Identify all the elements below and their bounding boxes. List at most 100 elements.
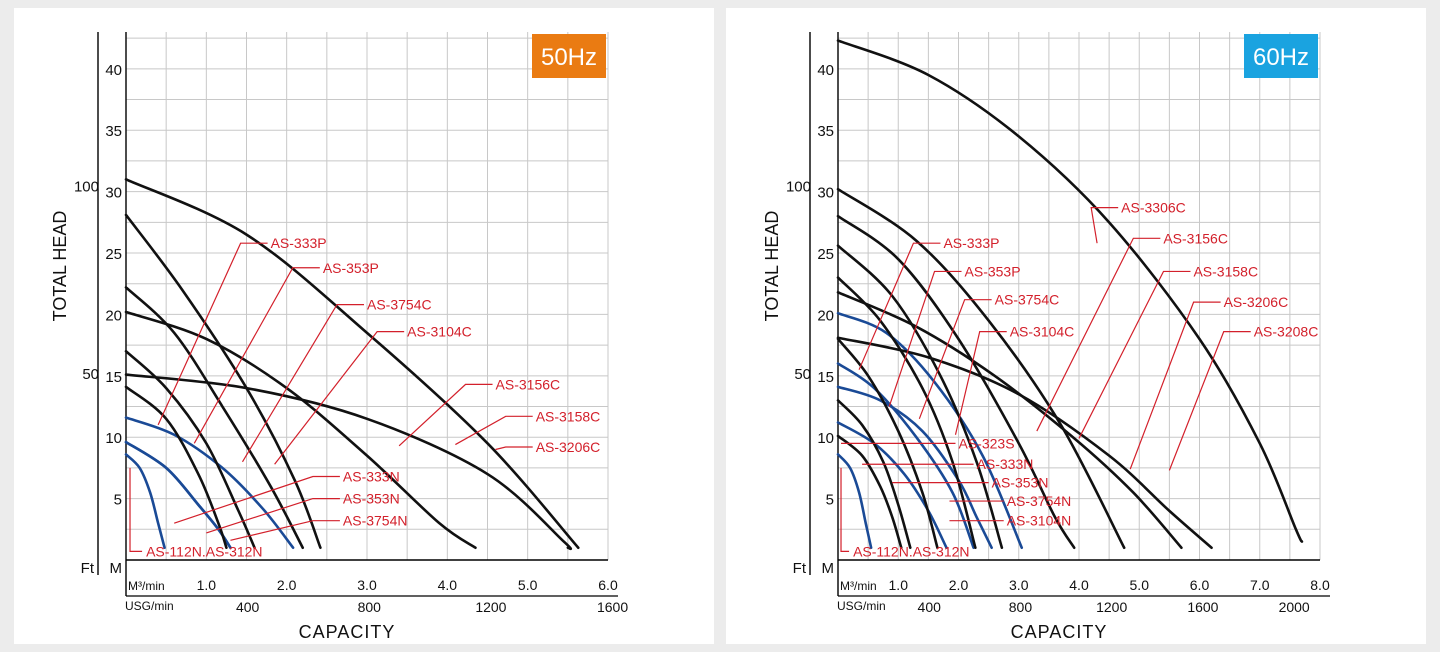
leader-line-as-3158c [1078,270,1191,439]
panel-60hz: 5 10 15 20 25 30 35 40 50 100 Ft M M³/min USG/min 1.0 2… [726,8,1426,644]
curve-as-333p [836,399,912,550]
curve-labels: AS-333P AS-353P AS-3754C AS-3104C AS-3306C AS… [840,200,1319,559]
curve-label-as-3158c: AS-3158C [1193,263,1258,279]
curve-label-as-3306c: AS-3306C [1121,200,1186,216]
x-tick-label-m3: 4.0 [1069,577,1089,593]
leader-line-as-353p [888,270,962,407]
curve-as-3156c [124,310,477,550]
leader-line-as-353n [206,498,340,534]
leader-line-as-3306c [1090,206,1119,244]
curve-as-3158c [836,187,1126,550]
curve-as-3754c [836,276,977,550]
curve-label-as-353n: AS-353N [992,475,1049,491]
curve-as-353p [836,337,939,550]
curve-as-3206c [836,336,1213,550]
curve-label-as-3104c: AS-3104C [1010,324,1075,340]
x-tick-label-m3: 3.0 [1009,577,1029,593]
y-tick-label-ft: 100 [74,179,99,196]
y-tick-label-m: 10 [817,430,834,447]
curve-label-as-333p: AS-333P [943,235,999,251]
x-axis-title: CAPACITY [299,622,396,642]
leader-line-as-3156c [1036,237,1161,432]
curve-as-3754c [124,286,305,550]
curve-label-as-353n: AS-353N [343,491,400,507]
y-tick-label-m: 5 [114,492,122,509]
y-unit-m: M [822,560,835,577]
axes [809,32,1330,597]
curve-as-112n-as-312n [124,453,166,550]
curve-as-323s [836,421,948,550]
curve-label-as-323s: AS-323S [959,435,1015,451]
y-unit-ft: Ft [81,560,95,577]
leader-line-as-333p [157,242,268,426]
leader-line-as-112n-as-312n [129,467,143,553]
y-axis-title: TOTAL HEAD [762,211,782,322]
x-unit-m3: M³/min [840,579,877,593]
x-tick-label-usg: 1200 [1096,599,1127,615]
leader-line-as-3156c [398,383,493,447]
x-tick-label-usg: 400 [918,599,942,615]
y-tick-label-m: 30 [105,185,122,202]
y-tick-label-ft: 50 [82,366,99,383]
x-tick-label-m3: 7.0 [1250,577,1270,593]
curve-label-as-333p: AS-333P [271,235,327,251]
x-tick-label-m3: 5.0 [1130,577,1150,593]
chart-50hz: 5 10 15 20 25 30 35 40 50 100 Ft M M³/min USG/min 1.0 2… [50,32,628,642]
curve-label-as-3754c: AS-3754C [995,292,1060,308]
y-tick-label-m: 20 [105,307,122,324]
curve-as-3208c [836,291,1183,550]
leader-line-as-3206c [1129,301,1221,470]
curve-label-as-112n-as-312n: AS-112N.AS-312N [853,543,969,559]
frequency-badge: 60Hz [1244,34,1318,78]
x-unit-usg: USG/min [837,599,886,613]
curve-label-as-3156c: AS-3156C [1163,230,1228,246]
curve-label-as-353p: AS-353P [323,260,379,276]
y-tick-label-m: 15 [105,369,122,386]
x-tick-label-m3: 2.0 [949,577,969,593]
x-tick-label-usg: 1600 [597,599,628,615]
curve-label-as-3158c: AS-3158C [536,408,601,424]
leader-line-as-3754n [230,520,340,541]
x-unit-usg: USG/min [125,599,174,613]
pump-curves [124,178,580,551]
curve-as-112n-as-312n [836,453,873,550]
panel-50hz: 5 10 15 20 25 30 35 40 50 100 Ft M M³/min USG/min 1.0 2… [14,8,714,644]
curve-as-3104n [836,434,903,550]
curve-as-3156c [836,214,1076,550]
curve-label-as-112n-as-312n: AS-112N.AS-312N [146,543,262,559]
y-tick-label-ft: 100 [786,179,811,196]
badge-label: 50Hz [541,44,597,71]
curve-label-as-3208c: AS-3208C [1254,324,1319,340]
leader-line-as-333n [174,475,340,524]
y-tick-label-m: 30 [817,185,834,202]
leader-line-as-3208c [1168,331,1251,471]
axes [97,32,618,597]
x-tick-label-m3: 6.0 [1190,577,1210,593]
curve-label-as-3104c: AS-3104C [407,324,472,340]
x-tick-label-usg: 1600 [1187,599,1218,615]
y-tick-label-m: 35 [105,123,122,140]
curve-label-as-3206c: AS-3206C [1224,294,1289,310]
y-tick-label-m: 10 [105,430,122,447]
curve-label-as-3754c: AS-3754C [367,297,432,313]
leader-line-as-3104c [274,331,405,465]
x-axis-title: CAPACITY [1011,622,1108,642]
y-tick-label-m: 35 [817,123,834,140]
x-tick-label-m3: 1.0 [889,577,909,593]
x-unit-m3: M³/min [128,579,165,593]
y-unit-ft: Ft [793,560,807,577]
leader-line-as-3754c [918,299,992,420]
y-tick-label-m: 20 [817,307,834,324]
y-unit-m: M [110,560,123,577]
curve-as-353n [836,362,975,550]
badge-background [532,34,606,78]
curve-as-333p [124,385,228,550]
grid [126,32,609,560]
curve-as-3306c [836,39,1304,543]
frequency-badge: 50Hz [532,34,606,78]
curve-label-as-353p: AS-353P [965,263,1021,279]
y-tick-label-m: 25 [105,246,122,263]
curve-as-3206c [124,373,573,551]
curve-label-as-3754n: AS-3754N [1007,493,1072,509]
